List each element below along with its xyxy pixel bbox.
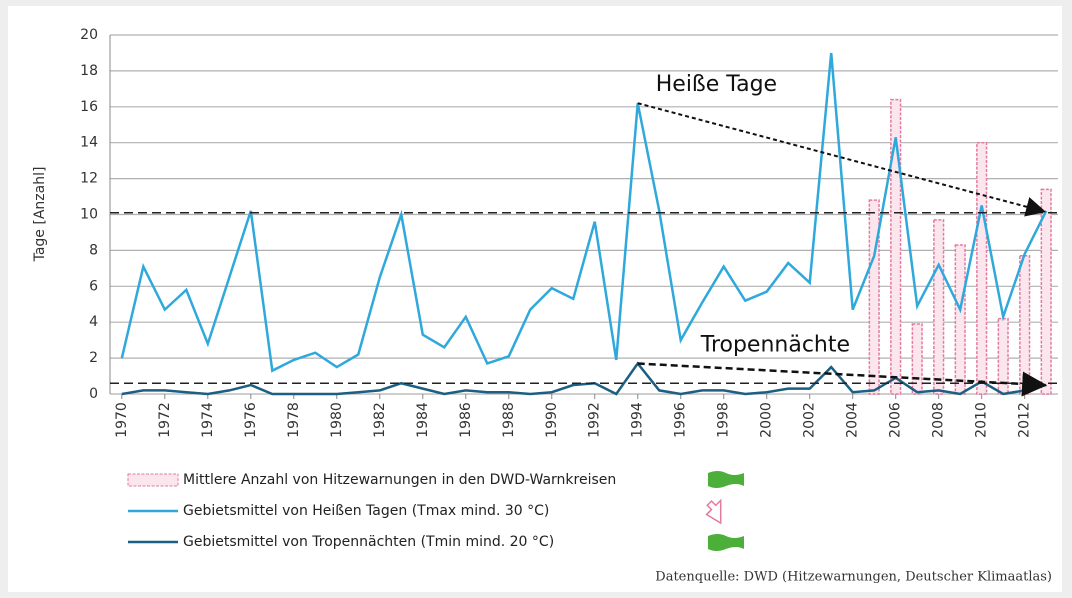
panel — [8, 6, 1062, 592]
y-tick-label: 18 — [80, 63, 98, 79]
x-tick-label: 1996 — [673, 402, 689, 438]
bar — [911, 323, 923, 395]
line — [121, 361, 1047, 396]
icon-flag — [708, 534, 744, 551]
line — [120, 52, 1048, 373]
y-tick-label: 6 — [89, 278, 98, 294]
y-tick-label: 4 — [89, 314, 98, 330]
y-tick-label: 20 — [80, 27, 98, 43]
x-tick-label: 1994 — [630, 402, 646, 438]
trend-label: Heiße Tage — [656, 72, 777, 97]
bar — [1019, 255, 1031, 395]
y-tick-label: 12 — [80, 171, 98, 187]
y-tick-label: 14 — [80, 135, 98, 151]
x-tick-label: 1970 — [114, 402, 130, 438]
y-tick-label: 16 — [80, 99, 98, 115]
x-tick-label: 1972 — [157, 402, 173, 438]
x-tick-label: 1982 — [372, 402, 388, 438]
trend-arrow — [637, 362, 1048, 397]
x-tick-label: 2006 — [888, 402, 904, 438]
x-tick-label: 1998 — [716, 402, 732, 438]
x-tick-label: 1978 — [286, 402, 302, 438]
x-tick-label: 1976 — [243, 402, 259, 438]
x-tick-label: 1988 — [501, 402, 517, 438]
bar — [868, 199, 880, 395]
x-tick-label: 1986 — [458, 402, 474, 438]
trend-label: Tropennächte — [700, 332, 850, 357]
x-tick-label: 1990 — [544, 402, 560, 438]
x-tick-label: 2010 — [974, 402, 990, 438]
icon-flag — [708, 471, 744, 488]
x-tick-label: 2008 — [931, 402, 947, 438]
icon-arrow — [705, 498, 722, 525]
bar — [890, 98, 902, 395]
x-tick-label: 2004 — [845, 402, 861, 438]
legend-label: Mittlere Anzahl von Hitzewarnungen in de… — [183, 472, 616, 488]
legend-swatch — [127, 473, 179, 487]
legend-label: Gebietsmittel von Heißen Tagen (Tmax min… — [183, 503, 549, 519]
y-tick-label: 2 — [89, 350, 98, 366]
x-tick-label: 2000 — [759, 402, 775, 438]
y-tick-label: 0 — [89, 386, 98, 402]
y-tick-label: 10 — [80, 207, 98, 223]
x-tick-label: 1974 — [200, 402, 216, 438]
x-tick-label: 2012 — [1017, 402, 1033, 438]
bar — [1040, 188, 1052, 395]
x-tick-label: 1980 — [329, 402, 345, 438]
x-tick-label: 1984 — [415, 402, 431, 438]
y-tick-label: 8 — [89, 242, 98, 258]
bar — [976, 141, 988, 395]
bar — [933, 219, 945, 395]
x-tick-label: 1992 — [587, 402, 603, 438]
y-axis-label: Tage [Anzahl] — [32, 167, 48, 263]
source-note: Datenquelle: DWD (Hitzewarnungen, Deutsc… — [655, 570, 1052, 585]
bar — [954, 244, 966, 395]
legend-label: Gebietsmittel von Tropennächten (Tmin mi… — [183, 534, 554, 550]
x-tick-label: 2002 — [802, 402, 818, 438]
